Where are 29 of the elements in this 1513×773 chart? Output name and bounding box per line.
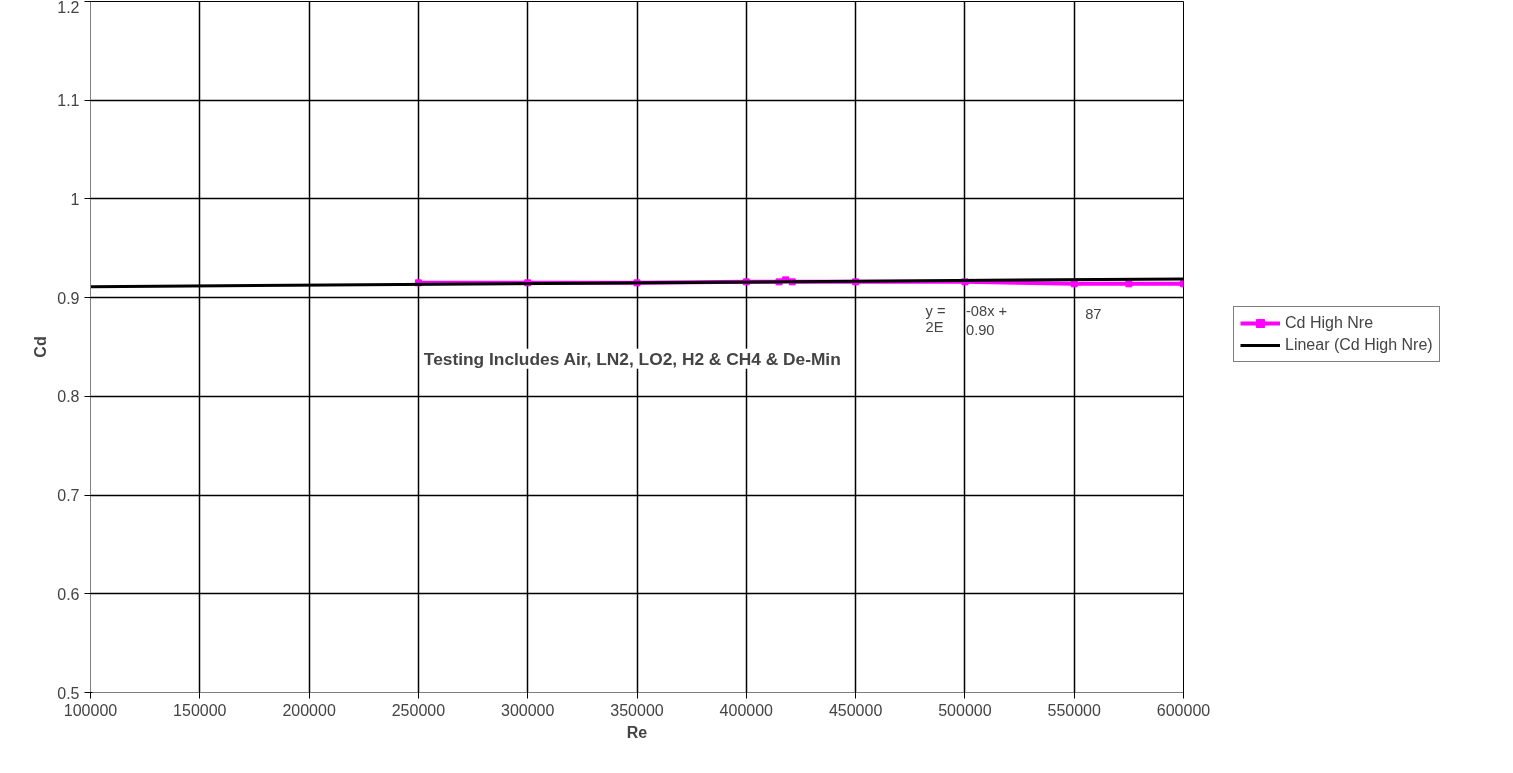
x-tick-label: 100000 <box>63 701 118 719</box>
annotation: 87 <box>1085 306 1102 323</box>
x-tick-label: 550000 <box>1047 701 1101 719</box>
y-tick-label: 1.2 <box>57 0 80 16</box>
y-axis-title: Cd <box>32 336 50 358</box>
legend-label: Cd High Nre <box>1285 314 1374 332</box>
y-tick-label: 1 <box>70 190 80 208</box>
annotation: 2E <box>925 319 944 336</box>
x-tick-label: 350000 <box>610 701 664 719</box>
x-tick-label: 450000 <box>828 701 883 719</box>
x-tick-label: 600000 <box>1156 701 1211 719</box>
x-tick-label: 300000 <box>501 701 555 719</box>
x-tick-label: 400000 <box>719 701 774 719</box>
y-tick-label: 0.9 <box>57 289 80 307</box>
legend-label: Linear (Cd High Nre) <box>1285 336 1433 354</box>
x-axis-title: Re <box>626 723 648 741</box>
annotation: Testing Includes Air, LN2, LO2, H2 & CH4 & De-Min <box>423 348 841 369</box>
annotation: y = <box>925 303 946 320</box>
y-tick-label: 0.7 <box>57 487 80 505</box>
y-tick-label: 0.8 <box>57 388 80 406</box>
y-tick-label: 1.1 <box>57 92 80 110</box>
y-tick-label: 0.5 <box>57 684 80 702</box>
annotation: -08x + <box>965 303 1008 320</box>
y-tick-label: 0.6 <box>57 585 80 603</box>
x-tick-label: 500000 <box>938 701 992 719</box>
annotation: 0.90 <box>965 322 995 339</box>
x-tick-label: 250000 <box>391 701 446 719</box>
x-tick-label: 200000 <box>282 701 336 719</box>
x-tick-label: 150000 <box>173 701 227 719</box>
